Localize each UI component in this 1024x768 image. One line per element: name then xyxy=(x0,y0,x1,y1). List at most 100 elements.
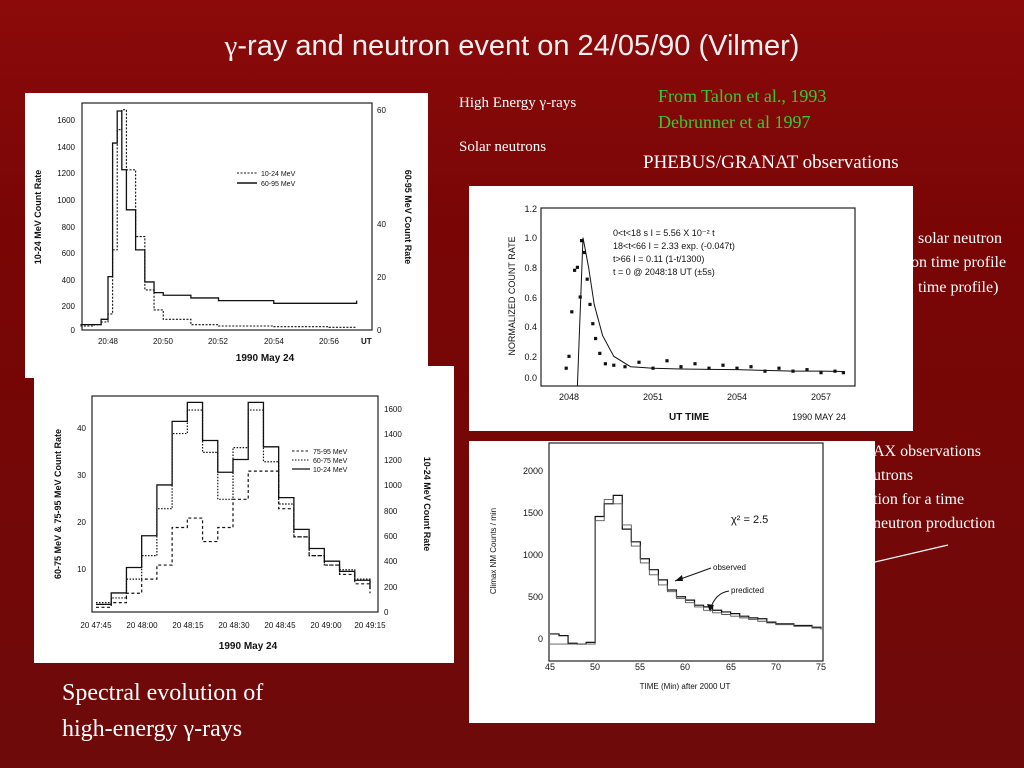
chart-panel-spectral-evolution: 10 20 30 40 0 200 400 600 800 1000 1200 … xyxy=(34,366,454,663)
left-ticks: 1600 1400 1200 1000 800 600 400 200 0 xyxy=(57,116,75,335)
ytick: 1500 xyxy=(523,508,543,518)
annotation-3: t>66 I = 0.11 (1-t/1300) xyxy=(613,254,704,264)
fit-annotations: 0<t<18 s I = 5.56 X 10⁻² t 18<t<66 I = 2… xyxy=(613,228,735,277)
chart-panel-phebus-neutron: 1.2 1.0 0.8 0.6 0.4 0.2 0.0 2048 2051 20… xyxy=(469,186,913,431)
xtick: 60 xyxy=(680,662,690,672)
y2tick: 600 xyxy=(384,532,398,541)
xtick: 20 48:15 xyxy=(172,621,204,630)
xtick: 20 48:45 xyxy=(264,621,296,630)
ytick: 1000 xyxy=(57,196,75,205)
data-point xyxy=(841,371,845,375)
predicted-arrowhead xyxy=(707,604,714,612)
data-point xyxy=(777,366,781,370)
ytick: 2000 xyxy=(523,466,543,476)
annotation-1: 0<t<18 s I = 5.56 X 10⁻² t xyxy=(613,228,715,238)
right-ticks: 0 20 40 60 xyxy=(377,106,386,335)
y-axis-label: NORMALIZED COUNT RATE xyxy=(507,236,517,355)
xtick: 20 48:00 xyxy=(126,621,158,630)
label-gamma-pre: High Energy xyxy=(459,95,540,111)
y-axis-label: Climax NM Counts / min xyxy=(489,508,498,594)
x-axis-label: UT TIME xyxy=(669,412,709,423)
pointer-line xyxy=(874,544,949,563)
series-10-24-mev xyxy=(80,109,357,328)
xtick: 20 48:30 xyxy=(218,621,250,630)
plot-frame xyxy=(81,102,373,331)
x-unit: UT xyxy=(361,337,372,346)
ytick: 0.0 xyxy=(524,373,537,383)
climax-text-2: utrons xyxy=(873,467,913,484)
xtick: 65 xyxy=(726,662,736,672)
caption-line-1: Spectral evolution of xyxy=(62,680,264,706)
series-60-75-mev xyxy=(96,409,371,604)
xtick: 20 49:00 xyxy=(310,621,342,630)
data-point xyxy=(665,359,669,363)
legend-label-75-95: 75-95 MeV xyxy=(313,449,348,456)
data-point xyxy=(763,369,767,373)
chart-panel-gamma-time-profile: 1600 1400 1200 1000 800 600 400 200 0 0 … xyxy=(25,93,428,378)
climax-text-3: tion for a time xyxy=(873,491,965,508)
x-axis-label: 1990 May 24 xyxy=(236,353,295,364)
x-axis-label: TIME (Min) after 2000 UT xyxy=(640,682,731,691)
plot-frame xyxy=(548,442,824,662)
title-gamma: γ xyxy=(224,30,238,62)
chart-phebus-neutron: 1.2 1.0 0.8 0.6 0.4 0.2 0.0 2048 2051 20… xyxy=(507,204,856,423)
legend-label-60-95: 60-95 MeV xyxy=(261,181,296,188)
xtick: 20 49:15 xyxy=(354,621,386,630)
x-ticks: 20:48 20:50 20:52 20:54 20:56 UT xyxy=(98,337,372,346)
caption-post: -rays xyxy=(194,716,243,742)
xtick: 20 47:45 xyxy=(80,621,112,630)
y2tick: 1400 xyxy=(384,430,402,439)
xtick: 20:48 xyxy=(98,337,119,346)
climax-text-1: AX observations xyxy=(873,443,981,460)
caption-pre: high-energy xyxy=(62,716,184,742)
data-point xyxy=(580,239,584,243)
xtick: 50 xyxy=(590,662,600,672)
y2tick: 0 xyxy=(377,326,382,335)
chart-climax-neutron-monitor: 2000 1500 1000 500 0 45 50 55 60 65 70 7… xyxy=(489,442,826,691)
data-point xyxy=(749,365,753,369)
y2tick: 40 xyxy=(377,220,386,229)
chart-spectral-evolution: 10 20 30 40 0 200 400 600 800 1000 1200 … xyxy=(53,395,432,652)
predicted-label: predicted xyxy=(731,586,764,595)
ytick: 400 xyxy=(62,276,76,285)
chart4-series xyxy=(550,494,822,645)
data-point xyxy=(573,268,577,272)
ytick: 800 xyxy=(62,223,76,232)
data-point xyxy=(570,310,574,314)
chart-gamma-time-profile: 1600 1400 1200 1000 800 600 400 200 0 0 … xyxy=(33,102,413,364)
y2tick: 20 xyxy=(377,273,386,282)
ytick: 1200 xyxy=(57,169,75,178)
xtick: 20:56 xyxy=(319,337,340,346)
y2tick: 400 xyxy=(384,557,398,566)
caption-gamma: γ xyxy=(183,716,195,742)
x-ticks: 45 50 55 60 65 70 75 xyxy=(545,662,826,672)
climax-text-4: neutron production xyxy=(873,515,996,532)
legend: 10-24 MeV 60-95 MeV xyxy=(237,171,296,188)
right-ticks: 0 200 400 600 800 1000 1200 1400 1600 xyxy=(384,405,402,617)
plot-frame xyxy=(540,207,856,387)
data-point xyxy=(735,366,739,370)
xtick: 45 xyxy=(545,662,555,672)
ytick: 1600 xyxy=(57,116,75,125)
ytick: 30 xyxy=(77,471,86,480)
label-gamma-sym: γ xyxy=(539,95,547,111)
data-point xyxy=(693,362,697,366)
xtick: 20:50 xyxy=(153,337,174,346)
xtick: 55 xyxy=(635,662,645,672)
data-point xyxy=(588,302,592,307)
xtick: 2048 xyxy=(559,392,579,402)
ytick: 0.6 xyxy=(524,293,537,303)
xtick: 70 xyxy=(771,662,781,672)
data-point xyxy=(585,277,589,281)
data-point xyxy=(598,351,602,355)
data-point xyxy=(567,354,571,358)
xtick: 2051 xyxy=(643,392,663,402)
fit-curve xyxy=(576,237,844,387)
right-text-1: solar neutron xyxy=(918,230,1002,247)
ytick: 0.2 xyxy=(524,352,537,362)
y2tick: 1000 xyxy=(384,481,402,490)
y2-axis-label: 10-24 MeV Count Rate xyxy=(422,457,432,552)
caption-line-2: high-energy γ-rays xyxy=(62,716,242,743)
y2-axis-label: 60-95 MeV Count Rate xyxy=(403,170,413,265)
y2tick: 1600 xyxy=(384,405,402,414)
